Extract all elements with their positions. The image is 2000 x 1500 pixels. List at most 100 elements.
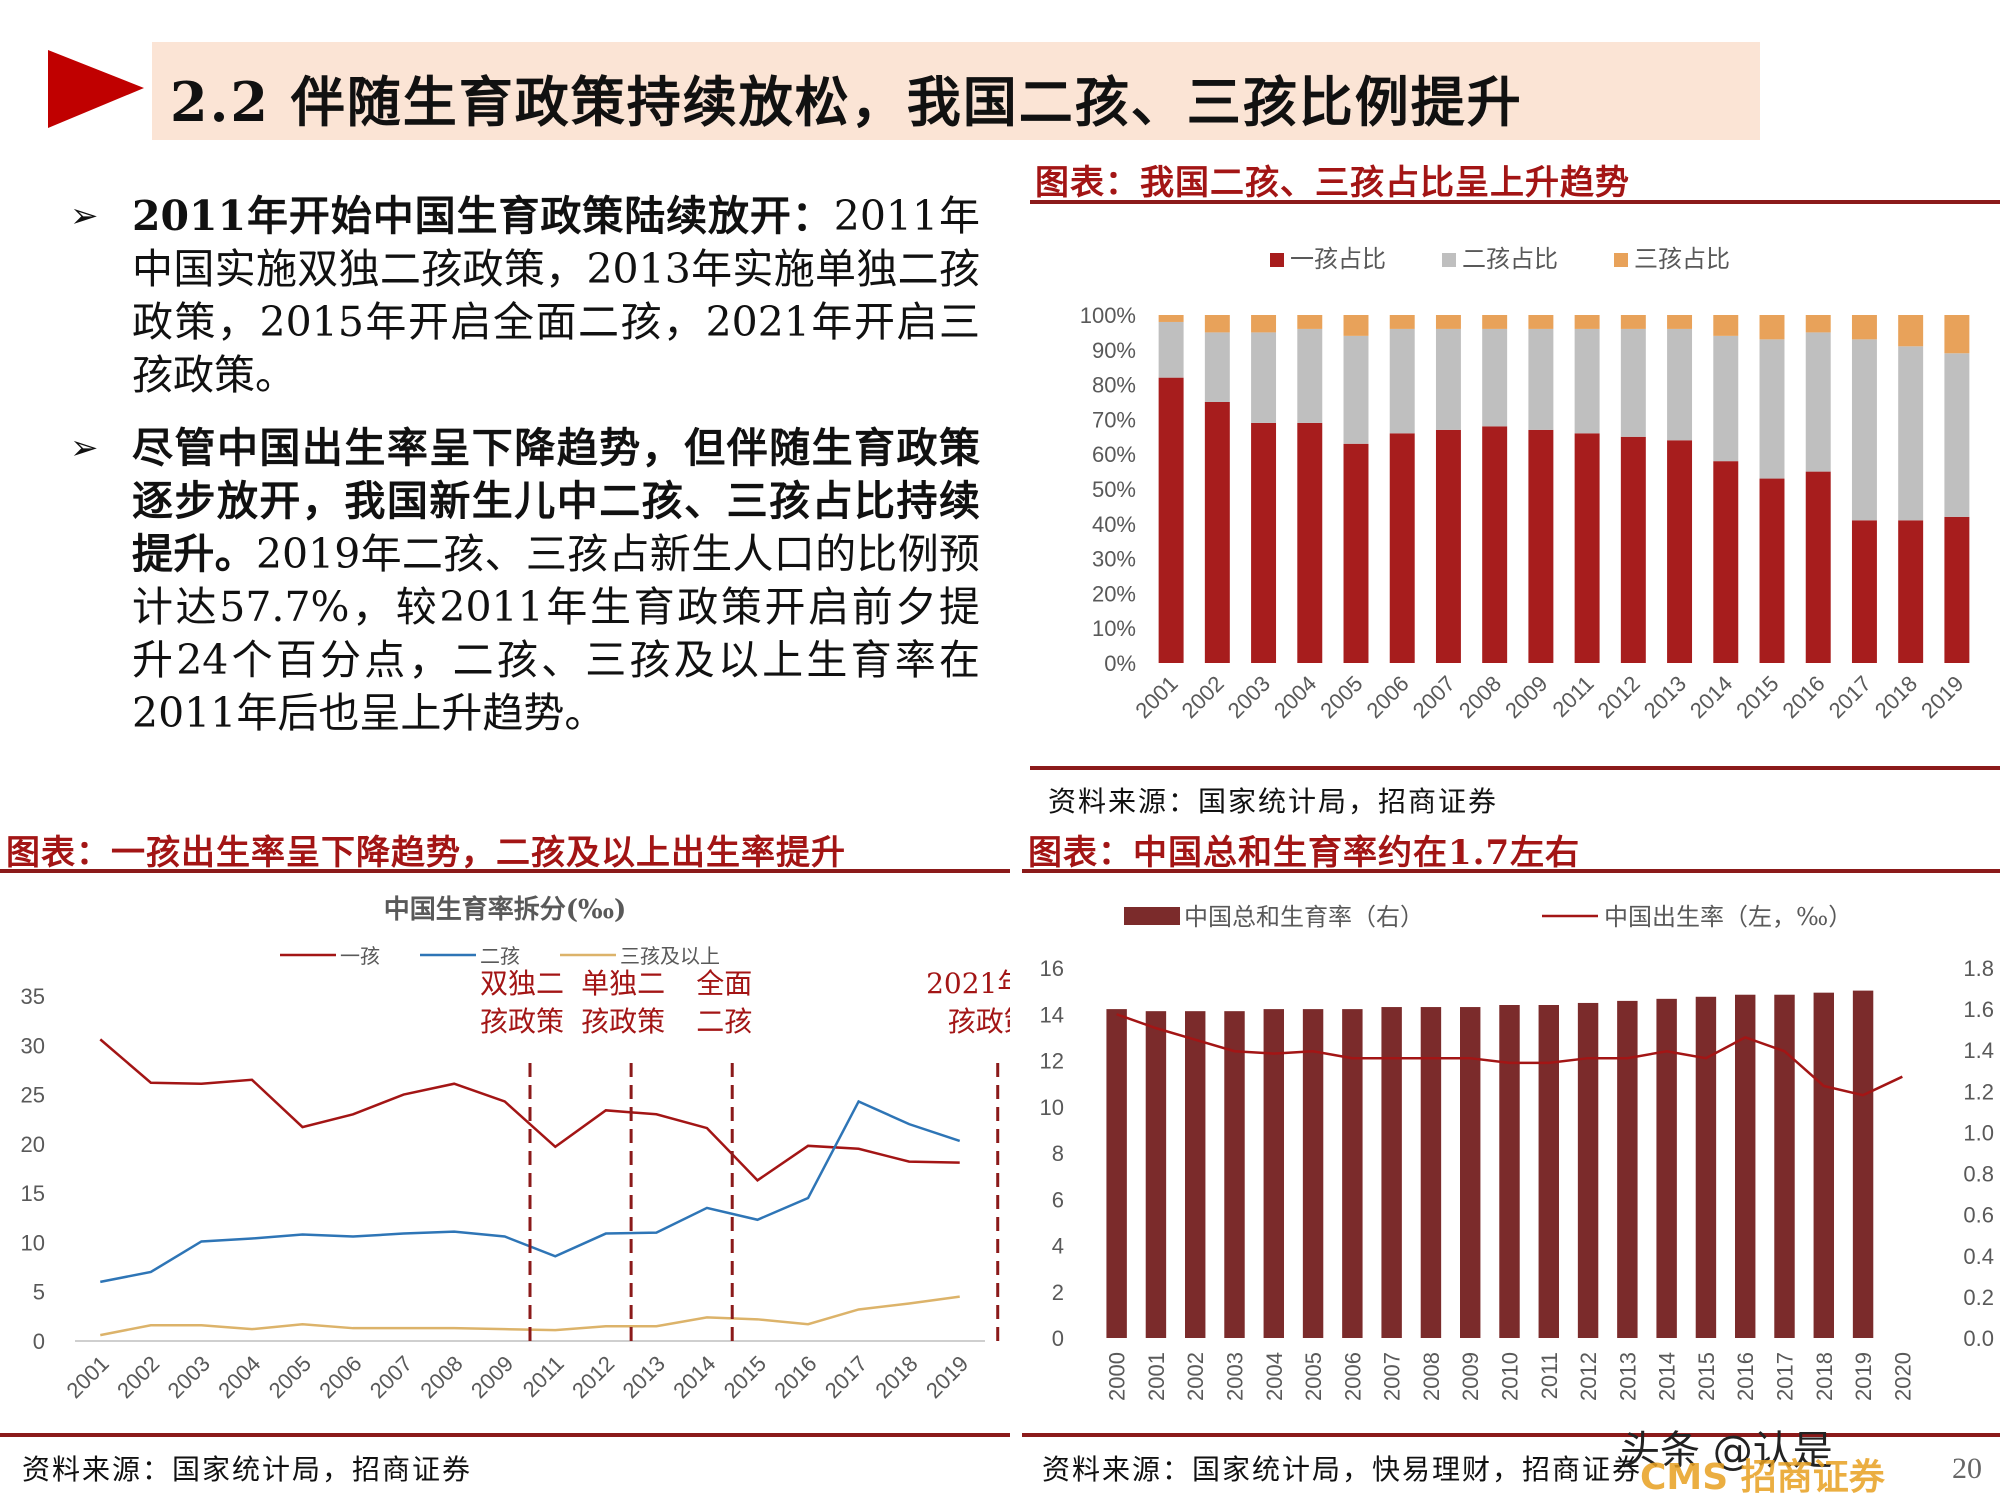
x-tick-label: 2018 [1812, 1352, 1837, 1401]
bar [1263, 1009, 1284, 1338]
bar [1224, 1011, 1245, 1338]
chart1-stacked-bar: 0%10%20%30%40%50%60%70%80%90%100%2001200… [1080, 245, 1970, 723]
bar-segment [1759, 339, 1785, 479]
bar-segment [1713, 461, 1739, 663]
bar-segment [1667, 315, 1693, 329]
bar [1499, 1005, 1520, 1338]
x-tick-label: 2013 [1639, 671, 1691, 723]
legend-swatch [1614, 253, 1628, 267]
x-tick-label: 2015 [1731, 671, 1783, 723]
y-tick-label: 70% [1092, 407, 1136, 432]
x-tick-label: 2011 [1548, 671, 1599, 722]
y-left-tick-label: 8 [1052, 1141, 1064, 1166]
bar-segment [1343, 335, 1369, 444]
bar-segment [1574, 433, 1600, 663]
bar [1185, 1011, 1206, 1338]
y-tick-label: 60% [1092, 442, 1136, 467]
y-tick-label: 15 [21, 1181, 45, 1206]
x-tick-label: 2002 [1183, 1352, 1208, 1401]
bar-segment [1482, 328, 1508, 427]
bar-segment [1805, 315, 1831, 333]
brand-logo: CMS 招商证券 [1640, 1457, 1885, 1498]
y-right-tick-label: 0.4 [1963, 1244, 1994, 1269]
bar-segment [1297, 422, 1323, 663]
chart3-source: 资料来源：国家统计局，快易理财，招商证券 [1042, 1453, 1643, 1486]
series-line [99, 1038, 960, 1182]
bar [1577, 1002, 1599, 1338]
bar-segment [1343, 443, 1369, 663]
legend-label: 三孩占比 [1634, 245, 1730, 273]
x-tick-label: 2011 [1537, 1352, 1562, 1399]
bar [1342, 1009, 1363, 1338]
bar-segment [1297, 328, 1323, 423]
bar-segment [1343, 315, 1369, 336]
x-tick-label: 2005 [1301, 1352, 1326, 1401]
chart2-bottom-rule [0, 1433, 1010, 1437]
legend-swatch [1270, 253, 1284, 267]
bar-segment [1759, 478, 1785, 663]
y-tick-label: 10 [21, 1230, 45, 1255]
chart2-line: 中国生育率拆分(‰) 0 5 10 15 20 25 30 35 2001200220032004… [21, 894, 1010, 1403]
x-tick-label: 2003 [1223, 671, 1275, 723]
x-tick-label: 2016 [1777, 671, 1829, 723]
bar-segment [1944, 516, 1970, 663]
y-right-tick-label: 0.6 [1963, 1203, 1994, 1228]
chart1-source: 资料来源：国家统计局，招商证券 [1048, 785, 1499, 818]
bar-segment [1389, 315, 1415, 329]
bar-segment [1944, 315, 1970, 354]
x-tick-label: 2008 [1454, 671, 1506, 723]
bar-segment [1574, 315, 1600, 329]
bar-segment [1713, 315, 1739, 336]
bar-segment [1435, 315, 1461, 329]
y-tick-label: 35 [21, 984, 45, 1009]
x-tick-label: 2006 [1361, 671, 1413, 723]
x-tick-label: 2007 [365, 1351, 417, 1403]
bar-segment [1851, 315, 1877, 340]
chart3-bar-line: 0 2 4 6 8 10 12 14 16 0.0 0.2 0.4 0.6 0.8 1.0 1.2 1.4 1.6… [1040, 903, 1994, 1401]
bar-segment [1482, 315, 1508, 329]
page-number: 20 [1952, 1452, 1982, 1485]
chart3-bottom-rule [1022, 1433, 2000, 1437]
chart3-top-rule [1022, 869, 2000, 873]
x-tick-label: 2009 [1458, 1352, 1483, 1401]
x-tick-label: 2009 [466, 1351, 518, 1403]
legend-label: 二孩占比 [1462, 245, 1558, 273]
bar-segment [1574, 328, 1600, 434]
x-tick-label: 2013 [618, 1351, 670, 1403]
x-tick-label: 2001 [62, 1351, 114, 1403]
y-left-tick-label: 4 [1052, 1234, 1064, 1259]
x-tick-label: 2016 [769, 1351, 821, 1403]
x-tick-label: 2005 [264, 1351, 316, 1403]
bar-segment [1158, 377, 1184, 663]
bar [1145, 1011, 1167, 1338]
y-right-tick-label: 0.2 [1963, 1285, 1994, 1310]
bullet-item-1: ➢ 2011年开始中国生育政策陆续放开：2011年中国实施双独二孩政策，2013… [70, 190, 980, 402]
legend-label: 一孩占比 [1290, 245, 1386, 273]
x-tick-label: 2015 [719, 1351, 771, 1403]
bar-segment [1759, 315, 1785, 340]
arrow-bullet-icon: ➢ [70, 428, 99, 468]
bar-segment [1620, 436, 1646, 663]
page-title: 2.2 伴随生育政策持续放松，我国二孩、三孩比例提升 [170, 70, 1523, 134]
y-tick-label: 30% [1092, 547, 1136, 572]
legend-label: 三孩及以上 [620, 944, 720, 968]
x-tick-label: 2014 [1655, 1352, 1680, 1401]
bar-segment [1297, 315, 1323, 329]
bar [1381, 1007, 1402, 1338]
x-tick-label: 2011 [518, 1351, 569, 1402]
y-tick-label: 100% [1080, 303, 1136, 328]
y-tick-label: 40% [1092, 512, 1136, 537]
x-tick-label: 2018 [1870, 671, 1922, 723]
bar-segment [1944, 353, 1970, 517]
y-right-tick-label: 1.6 [1963, 997, 1994, 1022]
bar-segment [1389, 433, 1415, 663]
bar-segment [1158, 321, 1184, 378]
y-tick-label: 30 [21, 1033, 45, 1058]
x-tick-label: 2015 [1694, 1352, 1719, 1401]
chart3-caption: 图表：中国总和生育率约在1.7左右 [1028, 833, 1581, 873]
chart2-caption: 图表：一孩出生率呈下降趋势，二孩及以上出生率提升 [6, 833, 846, 873]
x-tick-label: 2004 [213, 1351, 265, 1403]
x-tick-label: 2020 [1890, 1352, 1915, 1401]
bar-segment [1898, 315, 1924, 347]
x-tick-label: 2019 [1916, 671, 1968, 723]
